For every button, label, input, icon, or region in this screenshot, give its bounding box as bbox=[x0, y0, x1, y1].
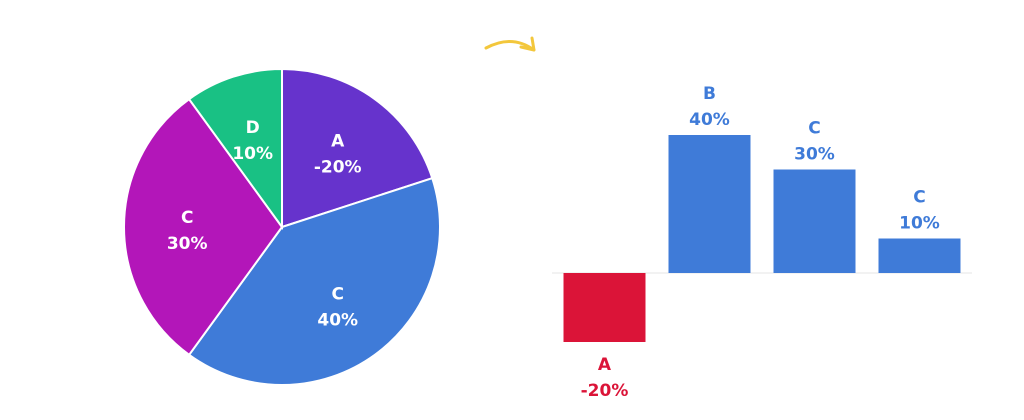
pie-slice-label: C 40% bbox=[317, 285, 358, 331]
pie-slice bbox=[123, 97, 284, 357]
bar-label: B 40% bbox=[689, 84, 730, 130]
bar-label-value: 30% bbox=[794, 145, 835, 165]
bar-label-value: -20% bbox=[581, 381, 629, 401]
pie-slice-label-category: D bbox=[246, 118, 260, 138]
pie-slice-label-category: C bbox=[331, 285, 343, 305]
bar-label-category: C bbox=[808, 119, 820, 139]
bar-label: A -20% bbox=[581, 355, 629, 401]
bar-chart: A -20% B 40% C 30% C 10% bbox=[552, 84, 972, 401]
bar bbox=[668, 135, 751, 273]
pie-chart: A -20% C 40% C 30% D 10% bbox=[123, 67, 441, 386]
bar-label-category: A bbox=[598, 355, 612, 375]
bar-label: C 30% bbox=[794, 119, 835, 165]
bar bbox=[773, 169, 856, 273]
pie-slice bbox=[281, 67, 434, 229]
bar-label-category: C bbox=[913, 188, 925, 208]
bar-label: C 10% bbox=[899, 188, 940, 234]
bar bbox=[878, 238, 961, 273]
bar-label-value: 10% bbox=[899, 214, 940, 234]
curved-arrow-icon bbox=[484, 36, 536, 52]
bar-label-category: B bbox=[703, 84, 716, 104]
pie-slice-label-value: 30% bbox=[167, 234, 208, 254]
pie-slice-label-value: 40% bbox=[317, 311, 358, 331]
pie-slice-label-category: A bbox=[331, 131, 345, 151]
pie-slice bbox=[187, 176, 441, 386]
pie-slice-label: D 10% bbox=[232, 118, 273, 164]
pie-slice-label-value: -20% bbox=[314, 157, 362, 177]
pie-slice-label: A -20% bbox=[314, 131, 362, 177]
pie-slice-label-value: 10% bbox=[232, 144, 273, 164]
pie-slice bbox=[187, 67, 283, 231]
bar bbox=[563, 273, 646, 342]
pie-slice-label: C 30% bbox=[167, 208, 208, 254]
pie-slice-label-category: C bbox=[181, 208, 193, 228]
bar-label-value: 40% bbox=[689, 110, 730, 130]
